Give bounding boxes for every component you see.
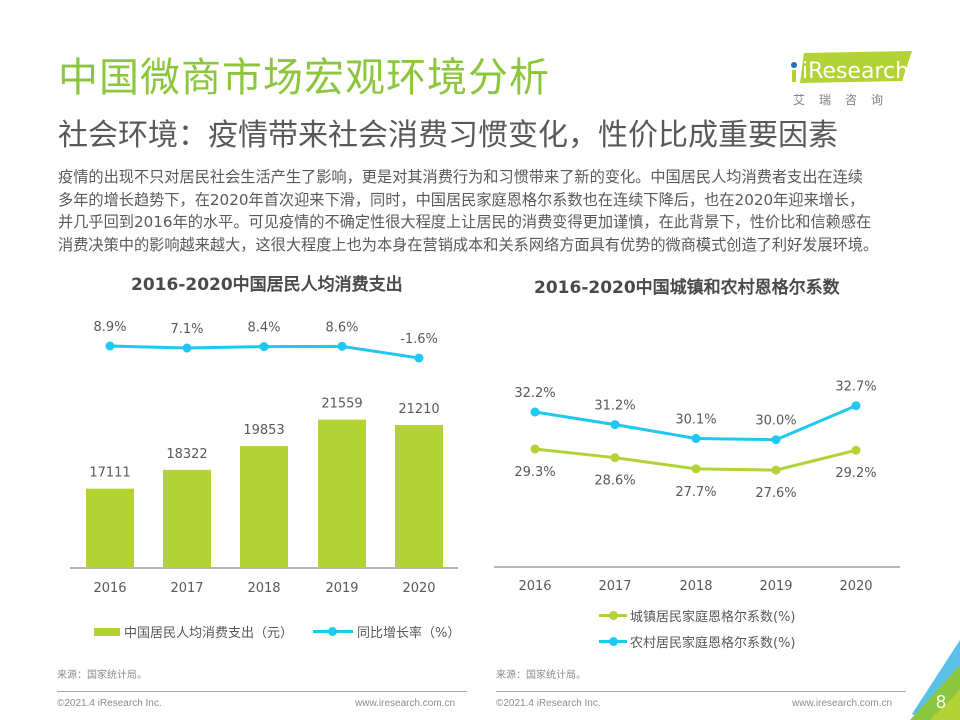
x-tick-label: 2016 [93,581,126,596]
rural-point-2016 [530,407,540,417]
left-source-note: 来源：国家统计局。 [57,670,147,681]
left-chart-title: 2016-2020中国居民人均消费支出 [131,275,403,295]
rural-point-2017 [610,420,620,430]
right-source-note: 来源：国家统计局。 [496,670,586,681]
rural-value-label: 30.0% [755,414,796,429]
legend-label-urban: 城镇居民家庭恩格尔系数(%) [630,610,796,625]
body-line: 疫情的出现不只对居民社会生活产生了影响，更是对其消费行为和习惯带来了新的变化。中… [58,168,863,186]
x-tick-label: 2018 [247,581,280,596]
x-tick-label: 2019 [325,581,358,596]
urban-point-2020 [851,445,861,455]
corner-decoration [910,640,960,720]
bar-2016 [86,488,134,568]
urban-point-2018 [691,464,701,474]
x-tick-label: 2020 [839,579,872,594]
x-tick-label: 2017 [598,579,631,594]
x-tick-label: 2016 [518,579,551,594]
legend-marker [609,611,618,620]
legend-line-swatch-rural [599,637,627,646]
right-chart-legend-rural: 农村居民家庭恩格尔系数(%) [599,632,796,651]
bar-2020 [395,425,443,568]
right-copyright: ©2021.4 iResearch Inc. [496,698,601,709]
growth-point-2016 [105,341,115,351]
urban-point-2017 [610,453,620,463]
urban-point-2016 [530,444,540,454]
left-chart-legend: 中国居民人均消费支出（元） 同比增长率（%） [94,622,460,641]
engel-chart: 2016 2017 2018 2019 2020 29.3% 28.6% 27.7% 27.6%… [494,380,900,594]
urban-value-label: 27.7% [675,485,716,500]
body-line: 多年的增长趋势下，在2020年首次迎来下滑，同时，中国居民家庭恩格尔系数也在连续… [58,190,865,209]
growth-point-2018 [259,342,269,352]
legend-marker [328,627,338,636]
bar-value-label: 19853 [243,423,284,438]
urban-value-label: 29.3% [514,465,555,480]
rural-value-label: 32.7% [835,380,876,395]
x-tick-label: 2017 [170,581,203,596]
urban-value-label: 28.6% [594,474,635,489]
legend-label-growth: 同比增长率（%） [357,626,461,641]
urban-value-label: 27.6% [755,486,796,501]
legend-line-swatch [313,627,354,636]
iresearch-logo: iResearch [790,45,920,105]
bar-value-label: 21210 [398,402,439,417]
left-website-link[interactable]: www.iresearch.com.cn [355,698,456,709]
page-subtitle: 社会环境：疫情带来社会消费习惯变化，性价比成重要因素 [58,118,838,153]
right-chart-legend-urban: 城镇居民家庭恩格尔系数(%) [599,606,796,625]
rural-value-label: 30.1% [675,412,716,427]
growth-value-label: -1.6% [400,332,438,347]
logo-i-stem [792,70,796,82]
growth-point-2017 [182,343,192,353]
legend-label-consumption: 中国居民人均消费支出（元） [124,626,294,641]
growth-value-label: 8.6% [325,320,358,335]
legend-line-swatch-urban [599,611,627,620]
logo-graphic: iResearch [791,51,912,84]
rural-value-label: 32.2% [514,386,555,401]
corner-lime-shape [930,690,960,720]
bar-value-label: 17111 [89,466,130,481]
bar-2018 [240,446,288,568]
rural-point-2018 [691,433,701,443]
bar-value-label: 18322 [166,447,207,462]
logo-dot [791,62,797,68]
x-tick-label: 2018 [679,579,712,594]
legend-label-rural: 农村居民家庭恩格尔系数(%) [630,636,796,651]
logo-chinese-text: 艾瑞咨询 [793,93,898,107]
growth-point-2020 [414,353,424,363]
growth-value-label: 8.9% [93,320,126,335]
rural-point-2019 [771,435,781,445]
growth-value-label: 8.4% [247,321,280,336]
rural-value-label: 31.2% [594,399,635,414]
legend-marker [609,637,618,646]
rural-point-2020 [851,401,861,411]
growth-point-2019 [337,341,347,351]
bar-2017 [163,469,211,568]
urban-point-2019 [771,465,781,475]
body-line: 消费决策中的影响越来越大，这很大程度上也为本身在营销成本和关系网络方面具有优势的… [58,235,879,254]
body-line: 并几乎回到2016年的水平。可见疫情的不确定性很大程度上让居民的消费变得更加谨慎… [58,213,872,231]
corner-blue-stripe [912,640,960,718]
logo-text: iResearch [802,59,909,84]
body-paragraph: 疫情的出现不只对居民社会生活产生了影响，更是对其消费行为和习惯带来了新的变化。中… [58,166,918,256]
left-copyright: ©2021.4 iResearch Inc. [57,698,162,709]
page-number: 8 [935,692,946,712]
legend-bar-swatch [94,627,120,636]
right-chart-title: 2016-2020中国城镇和农村恩格尔系数 [534,278,840,298]
urban-value-label: 29.2% [835,466,876,481]
x-tick-label: 2019 [759,579,792,594]
bar-value-label: 21559 [321,397,362,412]
growth-value-label: 7.1% [170,322,203,337]
x-tick-label: 2020 [402,581,435,596]
page-title: 中国微商市场宏观环境分析 [58,55,550,101]
consumption-chart: 17111 2016 18322 2017 19853 2018 21559 2019 2121… [70,320,458,596]
right-footer-divider [496,691,906,692]
left-footer-divider [57,691,467,692]
right-website-link[interactable]: www.iresearch.com.cn [792,698,893,709]
bar-2019 [318,419,366,568]
logo-banner-shape [800,51,912,83]
